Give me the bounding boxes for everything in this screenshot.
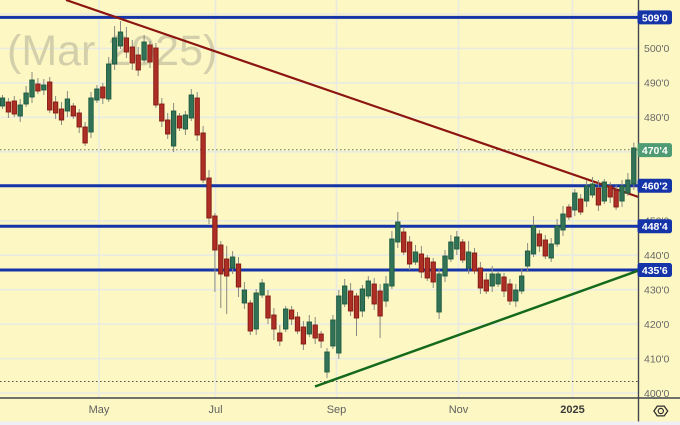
- svg-text:448'4: 448'4: [642, 221, 668, 233]
- svg-text:490'0: 490'0: [644, 78, 670, 90]
- svg-text:420'0: 420'0: [644, 319, 670, 331]
- svg-text:430'0: 430'0: [644, 285, 670, 297]
- svg-text:440'0: 440'0: [644, 250, 670, 262]
- svg-text:2025: 2025: [560, 404, 584, 416]
- svg-text:435'6: 435'6: [642, 265, 668, 277]
- svg-text:480'0: 480'0: [644, 112, 670, 124]
- svg-text:Nov: Nov: [449, 404, 469, 416]
- svg-text:Sep: Sep: [327, 404, 347, 416]
- svg-text:Jul: Jul: [208, 404, 222, 416]
- svg-text:470'4: 470'4: [642, 145, 668, 157]
- svg-text:May: May: [89, 404, 110, 416]
- svg-text:460'2: 460'2: [642, 181, 668, 193]
- svg-text:509'0: 509'0: [642, 12, 668, 24]
- svg-text:410'0: 410'0: [644, 353, 670, 365]
- svg-text:500'0: 500'0: [644, 43, 670, 55]
- svg-text:400'0: 400'0: [644, 388, 670, 400]
